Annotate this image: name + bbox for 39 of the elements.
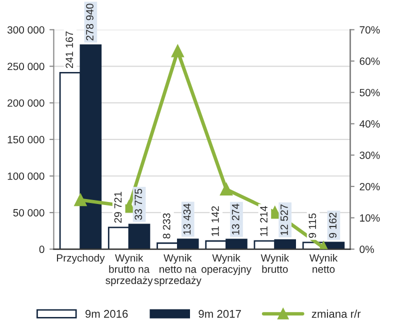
data-label: 12 527 (280, 204, 288, 236)
data-label: 8 233 (162, 213, 170, 239)
data-label: 9 162 (329, 212, 337, 238)
y2-tick-label: 30% (360, 152, 380, 159)
data-label: 278 940 (86, 4, 94, 40)
data-label: 9 115 (308, 213, 316, 238)
data-label: 11 214 (260, 206, 268, 236)
y2-tick-label: 60% (360, 58, 380, 65)
legend-label: 9m 2016 (85, 310, 128, 318)
data-label: 29 721 (114, 192, 122, 223)
data-label: 13 434 (183, 204, 191, 234)
y-tick-label: 300 000 (7, 26, 44, 34)
x-tick-label: Wynik brutto na sprzedaży (106, 254, 153, 286)
x-tick-label: Wynik operacyjny (202, 254, 252, 275)
y2-tick-label: 70% (360, 26, 380, 34)
x-tick-label: Przychody (57, 254, 105, 264)
legend-label: zmiana r/r (312, 310, 361, 318)
y2-tick-label: 50% (360, 88, 380, 96)
y-tick-label: 100 000 (8, 172, 44, 180)
y-tick-label: 0 (39, 246, 44, 254)
point (220, 183, 233, 196)
data-label: 13 274 (232, 204, 240, 234)
x-tick-label: Wynik netto (309, 254, 338, 273)
y-tick-label: 200 000 (8, 99, 44, 107)
y-tick-label: 150 000 (8, 136, 44, 144)
y2-tick-label: 0% (360, 246, 374, 254)
data-label: 241 167 (66, 31, 74, 68)
y-tick-label: 50 000 (13, 209, 44, 216)
point (171, 44, 184, 58)
data-label: 11 142 (212, 206, 219, 236)
y2-tick-label: 20% (360, 182, 380, 190)
data-label: 33 775 (134, 188, 142, 220)
x-tick-label: Wynik netto na sprzedaży (154, 254, 202, 286)
y2-tick-label: 40% (360, 120, 380, 128)
point (74, 194, 87, 206)
legend-label: 9m 2017 (198, 310, 241, 318)
y-tick-label: 250 000 (8, 62, 44, 70)
x-tick-label: Wynik brutto (260, 254, 290, 273)
y2-tick-label: 10% (360, 214, 380, 222)
